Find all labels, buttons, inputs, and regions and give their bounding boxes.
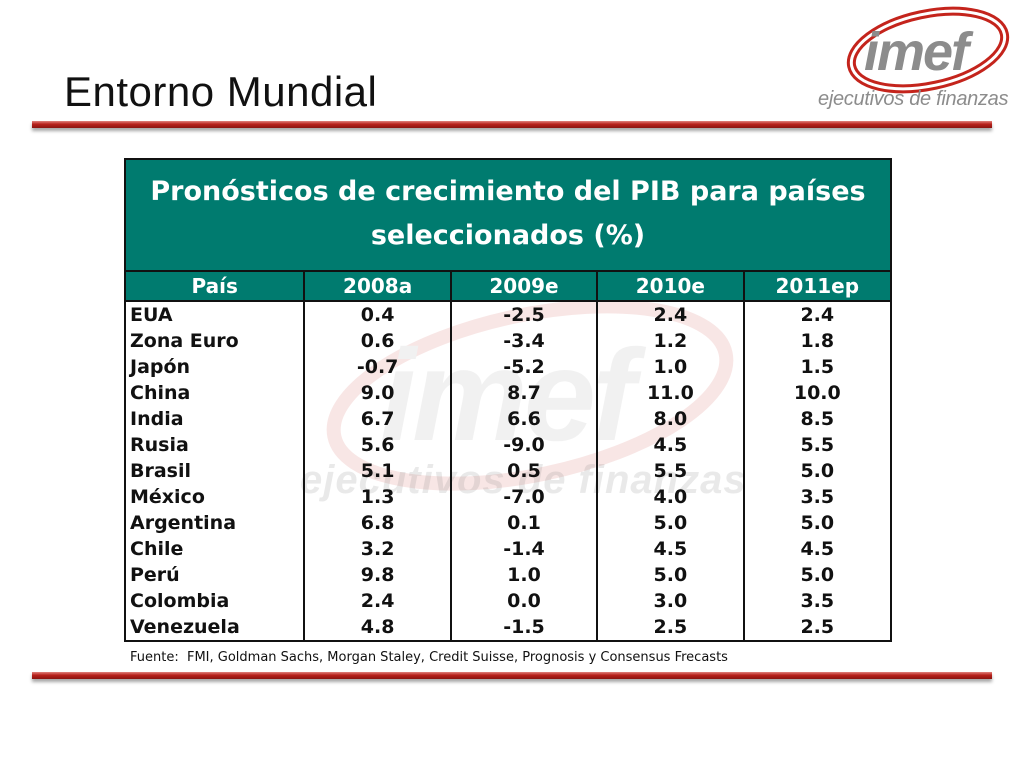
table-row: Chile 3.2 -1.4 4.5 4.5 xyxy=(126,536,890,562)
slide-title: Entorno Mundial xyxy=(64,68,378,115)
value-cell: 6.7 xyxy=(303,406,451,432)
table-row: Colombia 2.4 0.0 3.0 3.5 xyxy=(126,588,890,614)
country-cell: China xyxy=(130,382,191,404)
value-cell: 8.5 xyxy=(742,406,890,432)
value-cell: 0.5 xyxy=(449,458,598,484)
value-cell: 0.1 xyxy=(449,510,598,536)
table-body: EUA 0.4 -2.5 2.4 2.4 Zona Euro 0.6 -3.4 1.2 1.8 Ja… xyxy=(126,301,890,640)
value-cell: 0.6 xyxy=(303,328,451,354)
table-row: México 1.3 -7.0 4.0 3.5 xyxy=(126,484,890,510)
value-cell: 5.6 xyxy=(303,432,451,458)
value-cell: 1.5 xyxy=(742,354,890,380)
value-cell: 1.3 xyxy=(303,484,451,510)
column-header-year: 2011ep xyxy=(742,272,890,302)
source-note: Fuente: FMI, Goldman Sachs, Morgan Stale… xyxy=(130,650,728,665)
value-cell: 5.1 xyxy=(303,458,451,484)
value-cell: 8.7 xyxy=(449,380,598,406)
value-cell: 4.5 xyxy=(742,536,890,562)
value-cell: -5.2 xyxy=(449,354,598,380)
country-cell: Zona Euro xyxy=(130,330,239,352)
country-cell: Colombia xyxy=(130,590,230,612)
value-cell: 5.0 xyxy=(596,562,744,588)
imef-logo-mark: imef xyxy=(846,6,1010,94)
value-cell: 2.4 xyxy=(303,588,451,614)
table-row: Brasil 5.1 0.5 5.5 5.0 xyxy=(126,458,890,484)
table-row: Zona Euro 0.6 -3.4 1.2 1.8 xyxy=(126,328,890,354)
value-cell: 3.5 xyxy=(742,484,890,510)
value-cell: -1.5 xyxy=(449,614,598,640)
logo-tagline: ejecutivos de finanzas xyxy=(818,88,1009,110)
table-row: India 6.7 6.6 8.0 8.5 xyxy=(126,406,890,432)
gdp-forecast-table: Pronósticos de crecimiento del PIB para … xyxy=(124,158,892,642)
value-cell: 0.0 xyxy=(449,588,598,614)
column-header-year: 2010e xyxy=(596,272,745,302)
value-cell: 2.5 xyxy=(596,614,744,640)
value-cell: 9.0 xyxy=(303,380,451,406)
value-cell: 1.0 xyxy=(596,354,744,380)
value-cell: 10.0 xyxy=(742,380,890,406)
country-cell: India xyxy=(130,408,184,430)
value-cell: 1.2 xyxy=(596,328,744,354)
value-cell: 4.5 xyxy=(596,536,744,562)
value-cell: 3.0 xyxy=(596,588,744,614)
country-cell: EUA xyxy=(130,304,173,326)
table-row: Venezuela 4.8 -1.5 2.5 2.5 xyxy=(126,614,890,640)
value-cell: 5.0 xyxy=(742,562,890,588)
value-cell: 4.0 xyxy=(596,484,744,510)
value-cell: 9.8 xyxy=(303,562,451,588)
value-cell: -3.4 xyxy=(449,328,598,354)
country-cell: Argentina xyxy=(130,512,237,534)
value-cell: 2.4 xyxy=(596,301,744,328)
value-cell: 6.8 xyxy=(303,510,451,536)
country-cell: Rusia xyxy=(130,434,189,456)
value-cell: 2.5 xyxy=(742,614,890,640)
country-cell: Japón xyxy=(130,356,191,378)
value-cell: 5.0 xyxy=(596,510,744,536)
column-header-year: 2009e xyxy=(449,272,599,302)
country-cell: Chile xyxy=(130,538,184,560)
value-cell: 4.5 xyxy=(596,432,744,458)
table-row: Perú 9.8 1.0 5.0 5.0 xyxy=(126,562,890,588)
value-cell: 3.5 xyxy=(742,588,890,614)
country-cell: Brasil xyxy=(130,460,192,482)
value-cell: -2.5 xyxy=(449,301,598,328)
value-cell: 5.0 xyxy=(742,510,890,536)
table-row: China 9.0 8.7 11.0 10.0 xyxy=(126,380,890,406)
value-cell: 6.6 xyxy=(449,406,598,432)
table-row: Rusia 5.6 -9.0 4.5 5.5 xyxy=(126,432,890,458)
value-cell: 1.8 xyxy=(742,328,890,354)
value-cell: 5.5 xyxy=(742,432,890,458)
value-cell: 11.0 xyxy=(596,380,744,406)
value-cell: 4.8 xyxy=(303,614,451,640)
value-cell: -7.0 xyxy=(449,484,598,510)
value-cell: 5.5 xyxy=(596,458,744,484)
value-cell: 3.2 xyxy=(303,536,451,562)
table-row: Argentina 6.8 0.1 5.0 5.0 xyxy=(126,510,890,536)
forecast-grid: País 2008a 2009e 2010e 2011ep EUA 0.4 -2.5 2.4 2… xyxy=(126,272,890,640)
value-cell: 8.0 xyxy=(596,406,744,432)
country-cell: Perú xyxy=(130,564,180,586)
column-header-year: 2008a xyxy=(303,272,452,302)
value-cell: -0.7 xyxy=(303,354,451,380)
country-cell: México xyxy=(130,486,205,508)
value-cell: 1.0 xyxy=(449,562,598,588)
logo-wordmark: imef xyxy=(864,22,974,82)
table-header-row: País 2008a 2009e 2010e 2011ep xyxy=(126,272,890,302)
column-header-country: País xyxy=(126,272,306,302)
footer-divider xyxy=(32,672,992,679)
value-cell: 2.4 xyxy=(742,301,890,328)
value-cell: 0.4 xyxy=(303,301,451,328)
header-divider xyxy=(32,121,992,128)
table-row: Japón -0.7 -5.2 1.0 1.5 xyxy=(126,354,890,380)
value-cell: 5.0 xyxy=(742,458,890,484)
value-cell: -1.4 xyxy=(449,536,598,562)
table-title: Pronósticos de crecimiento del PIB para … xyxy=(126,160,890,272)
value-cell: -9.0 xyxy=(449,432,598,458)
table-row: EUA 0.4 -2.5 2.4 2.4 xyxy=(126,301,890,328)
country-cell: Venezuela xyxy=(130,616,240,638)
